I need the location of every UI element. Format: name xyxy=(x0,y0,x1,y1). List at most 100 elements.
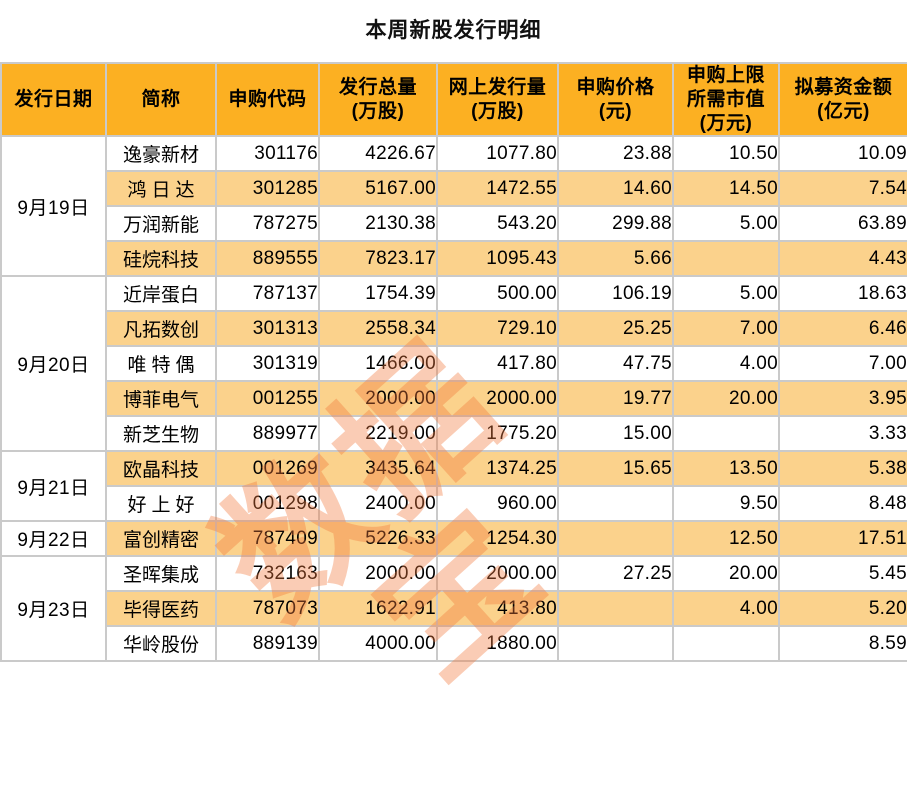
cell-price: 106.19 xyxy=(557,275,674,313)
ipo-schedule-table: 发行日期 简称 申购代码 发行总量 (万股) 网上发行量 (万股) 申购价格 (元) 申购上限 所需… xyxy=(0,61,907,663)
cell-price: 5.66 xyxy=(557,240,674,278)
cell-cap: 13.50 xyxy=(672,450,780,488)
cell-stock-name[interactable]: 硅烷科技 xyxy=(105,240,217,278)
cell-cap: 5.00 xyxy=(672,205,780,243)
column-header-online[interactable]: 网上发行量 (万股) xyxy=(436,61,559,138)
column-header-date[interactable]: 发行日期 xyxy=(0,61,107,138)
cell-price xyxy=(557,485,674,523)
cell-stock-name[interactable]: 圣晖集成 xyxy=(105,555,217,593)
column-header-cap[interactable]: 申购上限 所需市值 (万元) xyxy=(672,61,780,138)
column-header-name[interactable]: 简称 xyxy=(105,61,217,138)
column-header-raise[interactable]: 拟募资金额 (亿元) xyxy=(778,61,907,138)
cell-raise: 5.45 xyxy=(778,555,907,593)
cell-raise: 10.09 xyxy=(778,135,907,173)
cell-online: 500.00 xyxy=(436,275,559,313)
table-row[interactable]: 硅烷科技 889555 7823.17 1095.43 5.66 4.43 xyxy=(1,240,907,278)
table-row[interactable]: 9月23日 圣晖集成 732163 2000.00 2000.00 27.25 20.00 5… xyxy=(0,555,907,663)
table-row[interactable]: 鸿日达 301285 5167.00 1472.55 14.60 14.50 7.54 xyxy=(1,170,907,208)
cell-price: 15.65 xyxy=(557,450,674,488)
cell-stock-name[interactable]: 鸿日达 xyxy=(105,170,217,208)
cell-price: 299.88 xyxy=(557,205,674,243)
cell-stock-name[interactable]: 万润新能 xyxy=(105,205,217,243)
cell-date: 9月19日 xyxy=(0,135,107,278)
table-row[interactable]: 博菲电气 001255 2000.00 2000.00 19.77 20.00 3.95 xyxy=(1,380,907,418)
cell-stock-name[interactable]: 唯特偶 xyxy=(105,345,217,383)
cell-raise: 7.00 xyxy=(778,345,907,383)
table-row[interactable]: 9月20日 近岸蛋白 787137 1754.39 500.00 106.19 5.00 18… xyxy=(0,275,907,453)
table-row[interactable]: 新芝生物 889977 2219.00 1775.20 15.00 3.33 xyxy=(1,415,907,453)
cell-online: 1472.55 xyxy=(436,170,559,208)
cell-cap: 14.50 xyxy=(672,170,780,208)
cell-price: 25.25 xyxy=(557,310,674,348)
cell-stock-name[interactable]: 好上好 xyxy=(105,485,217,523)
cell-code: 787409 xyxy=(215,520,320,558)
table-row[interactable]: 9月19日 逸豪新材 301176 4226.67 1077.80 23.88 10.50 1… xyxy=(0,135,907,278)
column-header-total[interactable]: 发行总量 (万股) xyxy=(318,61,438,138)
cell-cap: 12.50 xyxy=(672,520,780,558)
cell-price xyxy=(557,625,674,663)
cell-code: 787073 xyxy=(215,590,320,628)
cell-price: 27.25 xyxy=(557,555,674,593)
cell-online: 2000.00 xyxy=(436,555,559,593)
cell-stock-name[interactable]: 博菲电气 xyxy=(105,380,217,418)
cell-online: 417.80 xyxy=(436,345,559,383)
table-row[interactable]: 好上好 001298 2400.00 960.00 9.50 8.48 xyxy=(1,485,907,523)
table-row[interactable]: 9月22日 富创精密 787409 5226.33 1254.30 12.50 17.51 xyxy=(0,520,907,558)
table-row[interactable]: 唯特偶 301319 1466.00 417.80 47.75 4.00 7.00 xyxy=(1,345,907,383)
cell-price: 47.75 xyxy=(557,345,674,383)
table-row[interactable]: 万润新能 787275 2130.38 543.20 299.88 5.00 63.89 xyxy=(1,205,907,243)
cell-cap xyxy=(672,625,780,663)
cell-total: 2000.00 xyxy=(318,555,438,593)
cell-code: 889139 xyxy=(215,625,320,663)
column-header-line: 发行总量 xyxy=(338,76,417,98)
cell-total: 4000.00 xyxy=(318,625,438,663)
table-row[interactable]: 9月21日 欧晶科技 001269 3435.64 1374.25 15.65 13.50 5… xyxy=(0,450,907,523)
cell-raise: 5.20 xyxy=(778,590,907,628)
table-row[interactable]: 华岭股份 889139 4000.00 1880.00 8.59 xyxy=(1,625,907,663)
column-header-line: 所需市值 xyxy=(686,88,765,110)
cell-cap: 9.50 xyxy=(672,485,780,523)
cell-total: 2000.00 xyxy=(318,380,438,418)
cell-date: 9月20日 xyxy=(0,275,107,453)
column-header-line: 申购上限 xyxy=(686,65,765,86)
column-header-line: 简称 xyxy=(141,88,181,110)
cell-price: 14.60 xyxy=(557,170,674,208)
cell-stock-name[interactable]: 新芝生物 xyxy=(105,415,217,453)
table-row[interactable]: 毕得医药 787073 1622.91 413.80 4.00 5.20 xyxy=(1,590,907,628)
cell-price xyxy=(557,590,674,628)
cell-total: 3435.64 xyxy=(318,450,438,488)
cell-stock-name[interactable]: 富创精密 xyxy=(105,520,217,558)
cell-cap: 4.00 xyxy=(672,345,780,383)
cell-price xyxy=(557,520,674,558)
cell-raise: 8.59 xyxy=(778,625,907,663)
column-header-line: 发行日期 xyxy=(14,88,93,110)
column-header-price[interactable]: 申购价格 (元) xyxy=(557,61,674,138)
cell-raise: 8.48 xyxy=(778,485,907,523)
cell-code: 889977 xyxy=(215,415,320,453)
table-body: 9月19日 逸豪新材 301176 4226.67 1077.80 23.88 10.50 1… xyxy=(0,135,907,663)
cell-code: 001269 xyxy=(215,450,320,488)
column-header-code[interactable]: 申购代码 xyxy=(215,61,320,138)
cell-online: 1374.25 xyxy=(436,450,559,488)
table-row[interactable]: 凡拓数创 301313 2558.34 729.10 25.25 7.00 6.46 xyxy=(1,310,907,348)
cell-online: 729.10 xyxy=(436,310,559,348)
cell-stock-name[interactable]: 凡拓数创 xyxy=(105,310,217,348)
cell-raise: 6.46 xyxy=(778,310,907,348)
cell-code: 732163 xyxy=(215,555,320,593)
page-title: 本周新股发行明细 xyxy=(365,19,542,42)
cell-cap: 10.50 xyxy=(672,135,780,173)
cell-stock-name[interactable]: 逸豪新材 xyxy=(105,135,217,173)
column-header-line: (元) xyxy=(598,100,633,122)
cell-cap: 20.00 xyxy=(672,380,780,418)
cell-stock-name[interactable]: 近岸蛋白 xyxy=(105,275,217,313)
cell-code: 001298 xyxy=(215,485,320,523)
cell-stock-name[interactable]: 欧晶科技 xyxy=(105,450,217,488)
cell-raise: 4.43 xyxy=(778,240,907,278)
cell-online: 1880.00 xyxy=(436,625,559,663)
cell-total: 1466.00 xyxy=(318,345,438,383)
cell-stock-name[interactable]: 毕得医药 xyxy=(105,590,217,628)
cell-code: 001255 xyxy=(215,380,320,418)
cell-code: 301319 xyxy=(215,345,320,383)
cell-stock-name[interactable]: 华岭股份 xyxy=(105,625,217,663)
cell-price: 23.88 xyxy=(557,135,674,173)
